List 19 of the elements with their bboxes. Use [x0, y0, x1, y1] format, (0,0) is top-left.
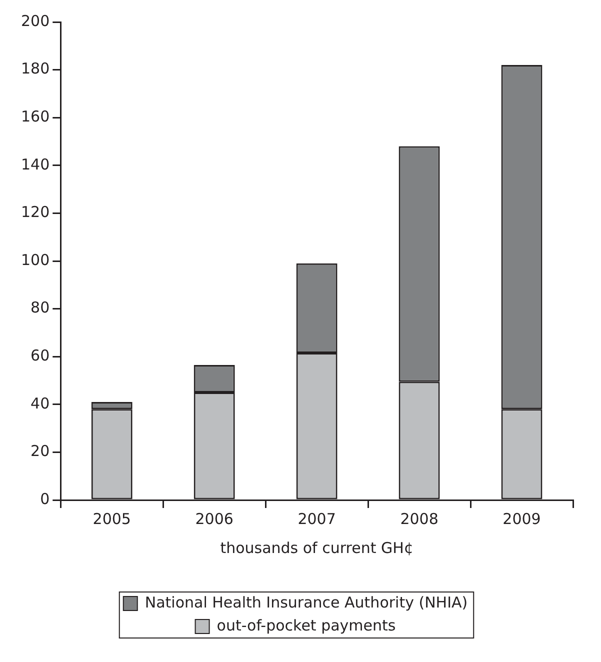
y-tick-label: 140 [20, 155, 50, 174]
y-tick-label: 160 [20, 107, 50, 126]
x-tick-label: 2005 [92, 510, 131, 528]
legend-label: out-of-pocket payments [216, 616, 396, 634]
x-axis-title: thousands of current GH¢ [220, 538, 414, 557]
y-tick-label: 180 [20, 60, 50, 78]
x-tick-label: 2009 [502, 510, 541, 528]
y-tick-label: 200 [20, 12, 50, 30]
y-tick-label: 60 [30, 346, 50, 364]
y-tick-label: 20 [30, 442, 50, 460]
x-tick-label: 2006 [195, 510, 234, 528]
y-tick-label: 80 [30, 298, 50, 317]
x-tick-label: 2007 [298, 510, 336, 528]
y-tick-label: 100 [20, 250, 50, 269]
y-tick-label: 0 [40, 490, 50, 508]
y-tick-label: 40 [30, 394, 50, 412]
x-tick-label: 2008 [400, 510, 438, 528]
legend-label: National Health Insurance Authority (NHIA) [144, 593, 468, 612]
y-tick-label: 120 [20, 203, 50, 222]
